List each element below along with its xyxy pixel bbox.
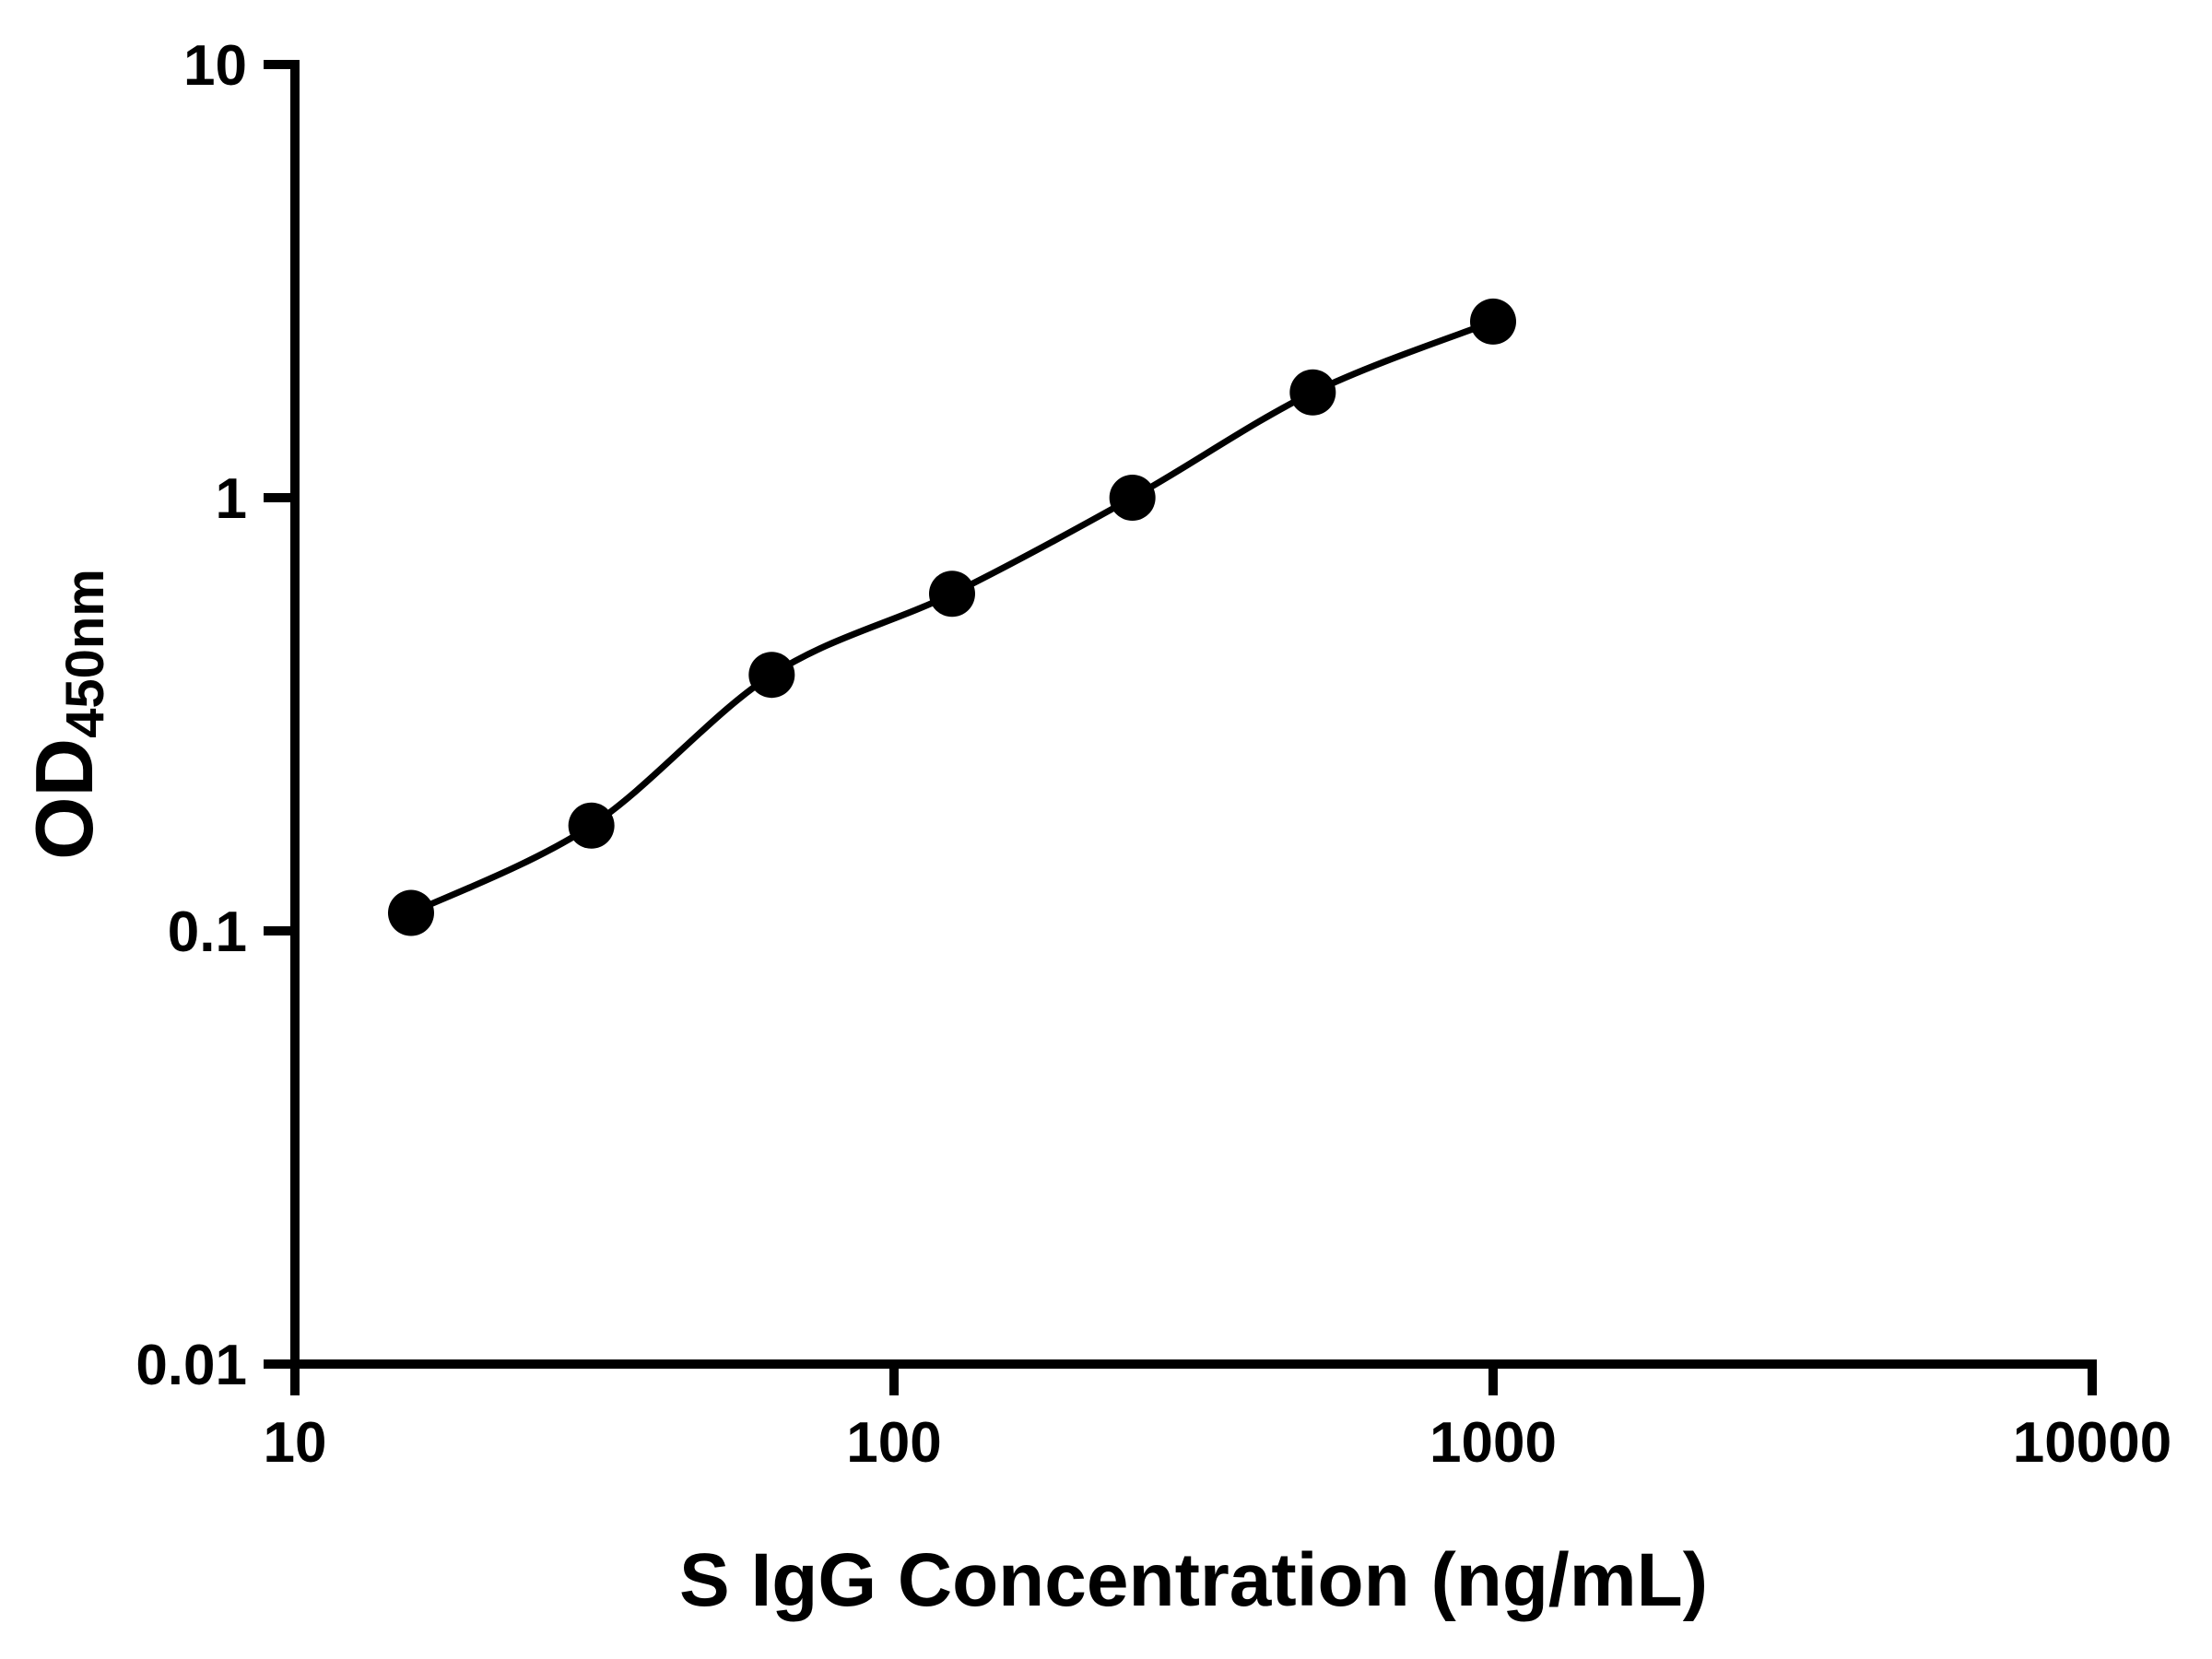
y-tick-label: 10 — [183, 34, 247, 98]
data-point — [748, 652, 795, 699]
x-tick-label: 10 — [264, 1411, 327, 1475]
data-point — [928, 571, 975, 618]
x-axis-title: S IgG Concentration (ng/mL) — [679, 1538, 1708, 1622]
y-tick-label: 0.01 — [135, 1334, 247, 1397]
y-tick-label: 0.1 — [168, 900, 247, 964]
data-point — [387, 889, 434, 936]
y-tick-label: 1 — [216, 467, 247, 531]
data-point — [1109, 475, 1156, 521]
x-tick-label: 1000 — [1430, 1411, 1557, 1475]
y-axis-title: OD450nm — [18, 569, 115, 860]
y-axis-title-main: OD — [18, 738, 110, 860]
data-point — [1470, 298, 1516, 345]
y-axis-title-subscript: 450nm — [55, 569, 115, 738]
data-point — [1289, 369, 1336, 416]
data-point — [568, 802, 615, 849]
x-tick-label: 10000 — [2013, 1411, 2171, 1475]
plot-layer: 10 100 1000 10000 10 1 0.1 0.01 — [135, 34, 2171, 1475]
x-tick-label: 100 — [846, 1411, 941, 1475]
